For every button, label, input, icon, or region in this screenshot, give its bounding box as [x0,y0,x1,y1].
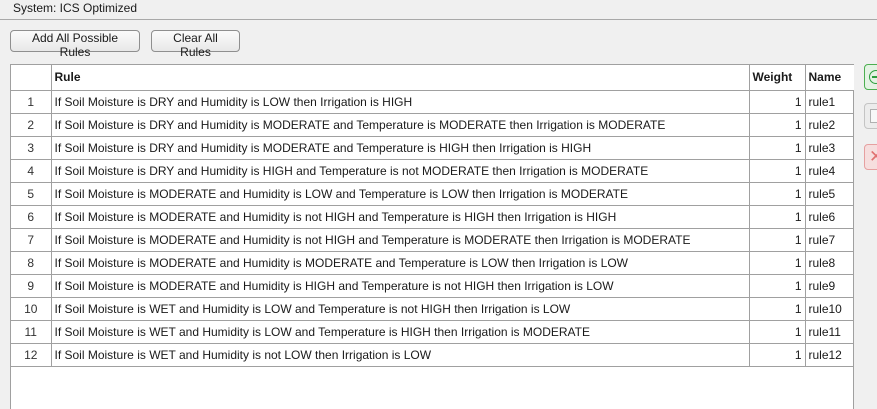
rule-cell[interactable]: If Soil Moisture is DRY and Humidity is … [51,113,750,137]
row-index: 11 [11,320,52,344]
clear-all-rules-button[interactable]: Clear All Rules [151,30,240,59]
table-row[interactable]: 10 If Soil Moisture is WET and Humidity i… [11,297,854,321]
index-column-header [11,65,52,91]
rule-cell[interactable]: If Soil Moisture is MODERATE and Humidit… [51,274,750,298]
weight-cell[interactable]: 1 [749,182,806,206]
weight-cell[interactable]: 1 [749,205,806,229]
table-row[interactable]: 12 If Soil Moisture is WET and Humidity i… [11,343,854,367]
rules-table: Rule Weight Name 1 If Soil Moisture is DR… [11,65,854,367]
name-cell[interactable]: rule7 [805,228,854,252]
rule-cell[interactable]: If Soil Moisture is MODERATE and Humidit… [51,228,750,252]
name-cell[interactable]: rule2 [805,113,854,137]
table-row[interactable]: 5 If Soil Moisture is MODERATE and Humidi… [11,182,854,206]
rule-cell[interactable]: If Soil Moisture is MODERATE and Humidit… [51,251,750,275]
name-cell[interactable]: rule3 [805,136,854,160]
weight-cell[interactable]: 1 [749,320,806,344]
system-label: System: ICS Optimized [13,1,138,15]
row-index: 6 [11,205,52,229]
rule-cell[interactable]: If Soil Moisture is DRY and Humidity is … [51,90,750,114]
table-row[interactable]: 7 If Soil Moisture is MODERATE and Humidi… [11,228,854,252]
delete-icon: ✕ [869,147,877,166]
row-index: 3 [11,136,52,160]
table-row[interactable]: 8 If Soil Moisture is MODERATE and Humidi… [11,251,854,275]
add-circle-icon [869,70,877,84]
rule-cell[interactable]: If Soil Moisture is MODERATE and Humidit… [51,182,750,206]
rule-column-header[interactable]: Rule [51,65,750,91]
row-index: 5 [11,182,52,206]
rule-cell[interactable]: If Soil Moisture is WET and Humidity is … [51,343,750,367]
row-index: 9 [11,274,52,298]
add-all-rules-button[interactable]: Add All Possible Rules [10,30,140,59]
weight-cell[interactable]: 1 [749,136,806,160]
name-cell[interactable]: rule9 [805,274,854,298]
row-index: 4 [11,159,52,183]
row-index: 2 [11,113,52,137]
weight-cell[interactable]: 1 [749,159,806,183]
add-rule-button[interactable] [864,64,877,90]
delete-rule-button[interactable]: ✕ [864,144,877,170]
weight-cell[interactable]: 1 [749,90,806,114]
weight-cell[interactable]: 1 [749,297,806,321]
copy-icon [870,109,877,123]
name-cell[interactable]: rule10 [805,297,854,321]
row-index: 1 [11,90,52,114]
weight-cell[interactable]: 1 [749,113,806,137]
row-index: 7 [11,228,52,252]
name-cell[interactable]: rule11 [805,320,854,344]
system-bar: System: ICS Optimized [0,0,877,20]
weight-cell[interactable]: 1 [749,274,806,298]
table-row[interactable]: 3 If Soil Moisture is DRY and Humidity is… [11,136,854,160]
name-cell[interactable]: rule1 [805,90,854,114]
name-cell[interactable]: rule8 [805,251,854,275]
name-cell[interactable]: rule12 [805,343,854,367]
row-index: 10 [11,297,52,321]
rule-cell[interactable]: If Soil Moisture is WET and Humidity is … [51,297,750,321]
rules-table-container[interactable]: Rule Weight Name 1 If Soil Moisture is DR… [10,64,854,409]
weight-column-header[interactable]: Weight [749,65,806,91]
row-index: 12 [11,343,52,367]
copy-rule-button[interactable] [864,103,877,129]
weight-cell[interactable]: 1 [749,228,806,252]
table-row[interactable]: 4 If Soil Moisture is DRY and Humidity is… [11,159,854,183]
table-row[interactable]: 6 If Soil Moisture is MODERATE and Humidi… [11,205,854,229]
row-index: 8 [11,251,52,275]
table-row[interactable]: 1 If Soil Moisture is DRY and Humidity is… [11,90,854,114]
name-column-header[interactable]: Name [805,65,854,91]
weight-cell[interactable]: 1 [749,251,806,275]
name-cell[interactable]: rule4 [805,159,854,183]
weight-cell[interactable]: 1 [749,343,806,367]
name-cell[interactable]: rule6 [805,205,854,229]
table-row[interactable]: 9 If Soil Moisture is MODERATE and Humidi… [11,274,854,298]
rule-cell[interactable]: If Soil Moisture is DRY and Humidity is … [51,136,750,160]
table-row[interactable]: 2 If Soil Moisture is DRY and Humidity is… [11,113,854,137]
table-row[interactable]: 11 If Soil Moisture is WET and Humidity i… [11,320,854,344]
rule-cell[interactable]: If Soil Moisture is MODERATE and Humidit… [51,205,750,229]
rule-cell[interactable]: If Soil Moisture is WET and Humidity is … [51,320,750,344]
table-header-row: Rule Weight Name [11,65,854,91]
rule-cell[interactable]: If Soil Moisture is DRY and Humidity is … [51,159,750,183]
name-cell[interactable]: rule5 [805,182,854,206]
